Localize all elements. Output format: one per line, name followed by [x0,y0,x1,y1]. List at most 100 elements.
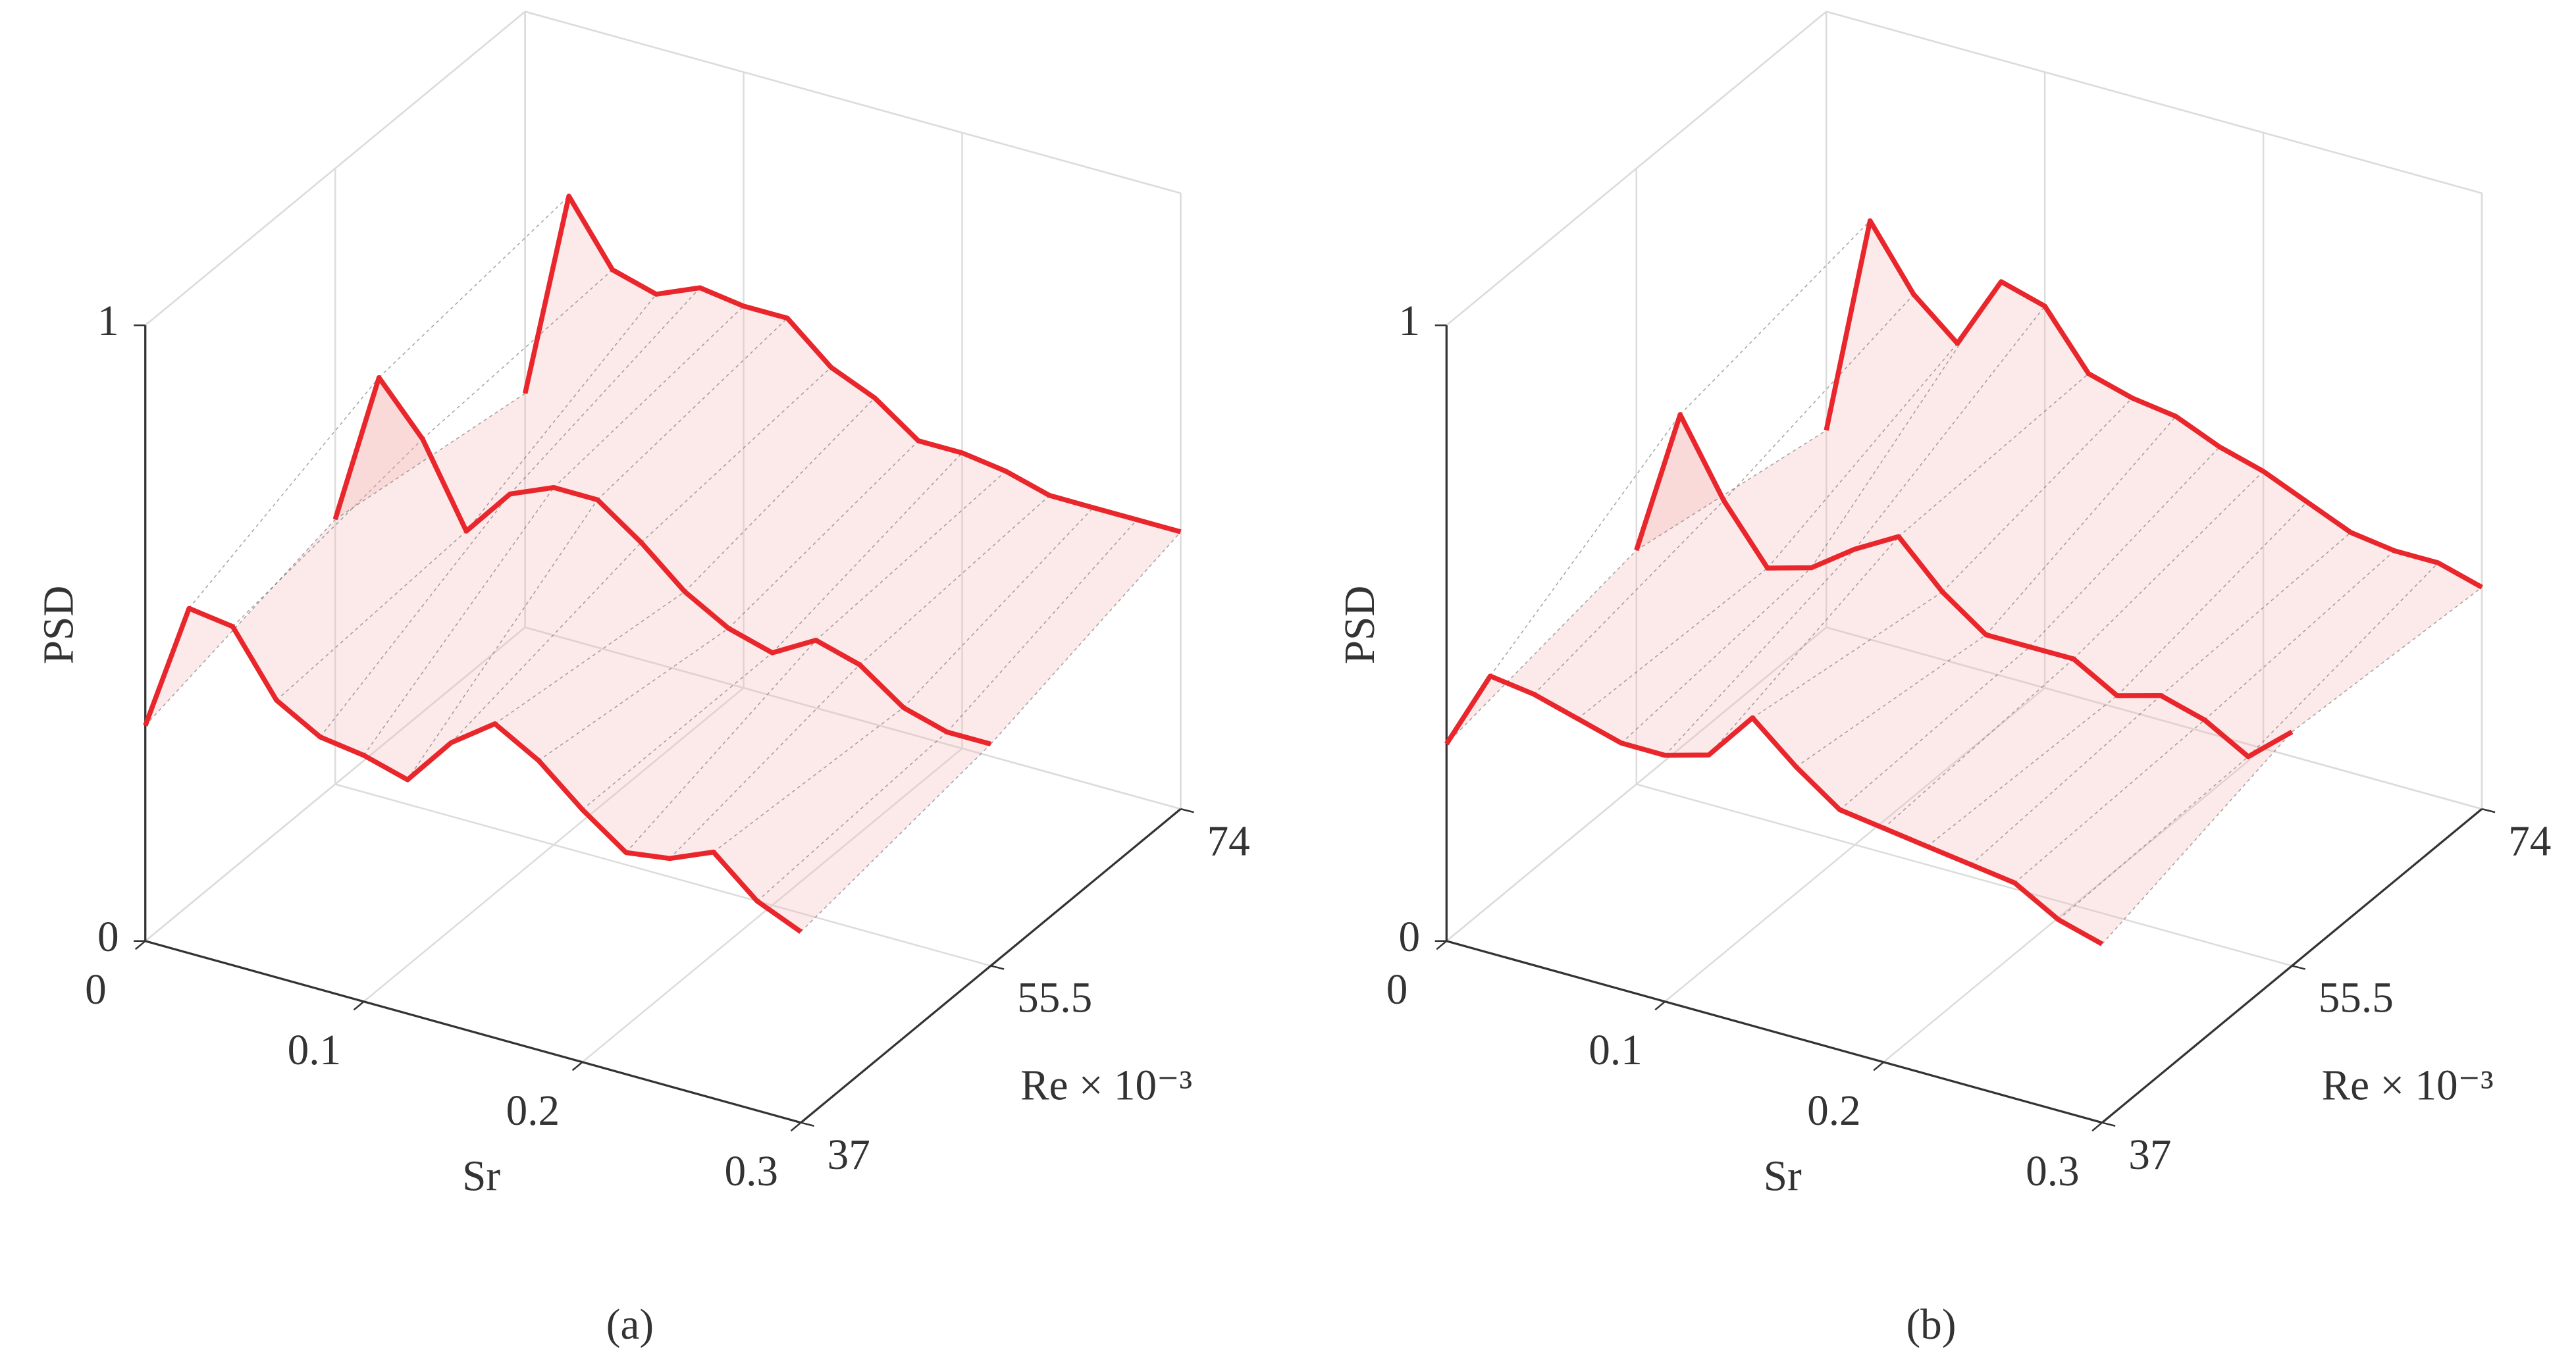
caption: (a) [606,1301,654,1349]
ribbon [335,195,1181,744]
tick-mark [1436,940,1448,950]
grid-line [144,627,526,942]
x-axis-label: Sr [1764,1152,1802,1200]
y-axis-label: Re × 10⁻³ [2322,1062,2494,1110]
x-tick-label: 0.3 [725,1148,779,1195]
connector [625,640,817,853]
connector [510,287,700,495]
connector [596,317,788,500]
grid-line [1826,11,2483,194]
z-tick-label: 0 [97,914,119,961]
psd-line [332,374,991,747]
connector [728,440,919,629]
connector [2073,471,2264,659]
tick-mark [1873,1061,1884,1071]
connector [1533,500,1725,695]
connector [1636,430,1827,551]
z-tick-label: 1 [1399,297,1421,345]
connector [1898,373,2090,537]
connector [1723,294,1914,502]
caption: (b) [1906,1301,1956,1349]
connector [669,664,860,859]
y-tick-label: 74 [2508,817,2551,865]
z-tick-label: 1 [97,297,119,345]
tick-mark [2292,965,2305,970]
connector [422,269,613,440]
connector [2116,502,2308,696]
x-tick-label: 0 [1386,966,1408,1014]
connector [990,531,1182,745]
tick-mark [2091,1122,2103,1132]
connector [2014,719,2205,884]
x-tick-label: 0.3 [2026,1148,2080,1195]
y-axis [2101,808,2483,1123]
x-tick-label: 0 [85,966,107,1014]
connector [1708,536,1899,756]
connector [801,744,991,933]
y-tick-label: 74 [1207,817,1250,865]
connector [2101,731,2293,944]
connector [1854,305,2045,550]
ribbon [145,377,991,932]
psd-line [1634,412,2294,760]
connector [276,530,467,701]
x-axis-label: Sr [462,1152,500,1200]
tick-mark [134,940,146,950]
x-axis [1446,940,2103,1124]
connector [1839,646,2030,811]
connector [1664,548,1856,756]
connector [713,707,904,853]
connector [1752,591,1943,719]
connector [947,519,1138,733]
tick-mark [1180,808,1194,813]
ribbon [1636,220,2483,757]
y-axis-label: Re × 10⁻³ [1020,1062,1192,1110]
connector [538,628,729,761]
connector [379,195,569,378]
grid-line [525,11,1181,194]
psd-line [143,606,802,934]
connector [1970,695,2161,865]
connector [756,731,948,902]
connector [1927,695,2118,847]
ribbon [1446,414,2292,944]
grid-line [334,783,991,967]
connector [1767,343,1958,569]
tick-mark [990,965,1005,970]
connector [363,487,554,756]
connector [1446,550,1637,744]
grid-line [525,627,1181,810]
connector [2204,550,2395,721]
psd-line [522,193,1182,534]
connector [145,519,336,726]
connector [1577,567,1768,719]
connector [2058,756,2249,920]
z-axis-label: PSD [35,586,82,665]
connector [465,294,657,532]
grid-line [1446,11,1827,326]
psd-line [1824,218,2483,590]
tick-mark [353,1000,365,1011]
connector [582,652,773,810]
z-axis-label: PSD [1336,586,1384,665]
x-tick-label: 0.2 [506,1087,560,1135]
connector [2247,562,2439,758]
y-tick-label: 37 [828,1131,870,1179]
tick-mark [1654,1000,1666,1011]
grid-line [1446,627,1827,942]
tick-mark [801,1122,814,1127]
x-axis [145,940,801,1124]
connector [553,305,745,488]
y-tick-label: 37 [2128,1131,2171,1179]
tick-mark [2481,808,2496,813]
x-tick-label: 0.2 [1807,1087,1861,1135]
z-tick-label: 0 [1399,914,1421,961]
connector [319,494,511,738]
grid-line [1636,783,2292,967]
connector [494,591,685,725]
tick-mark [2101,1122,2116,1127]
y-tick-label: 55.5 [1017,975,1092,1022]
grid-line [144,11,526,326]
connector [1795,634,1987,767]
y-axis [800,808,1182,1123]
